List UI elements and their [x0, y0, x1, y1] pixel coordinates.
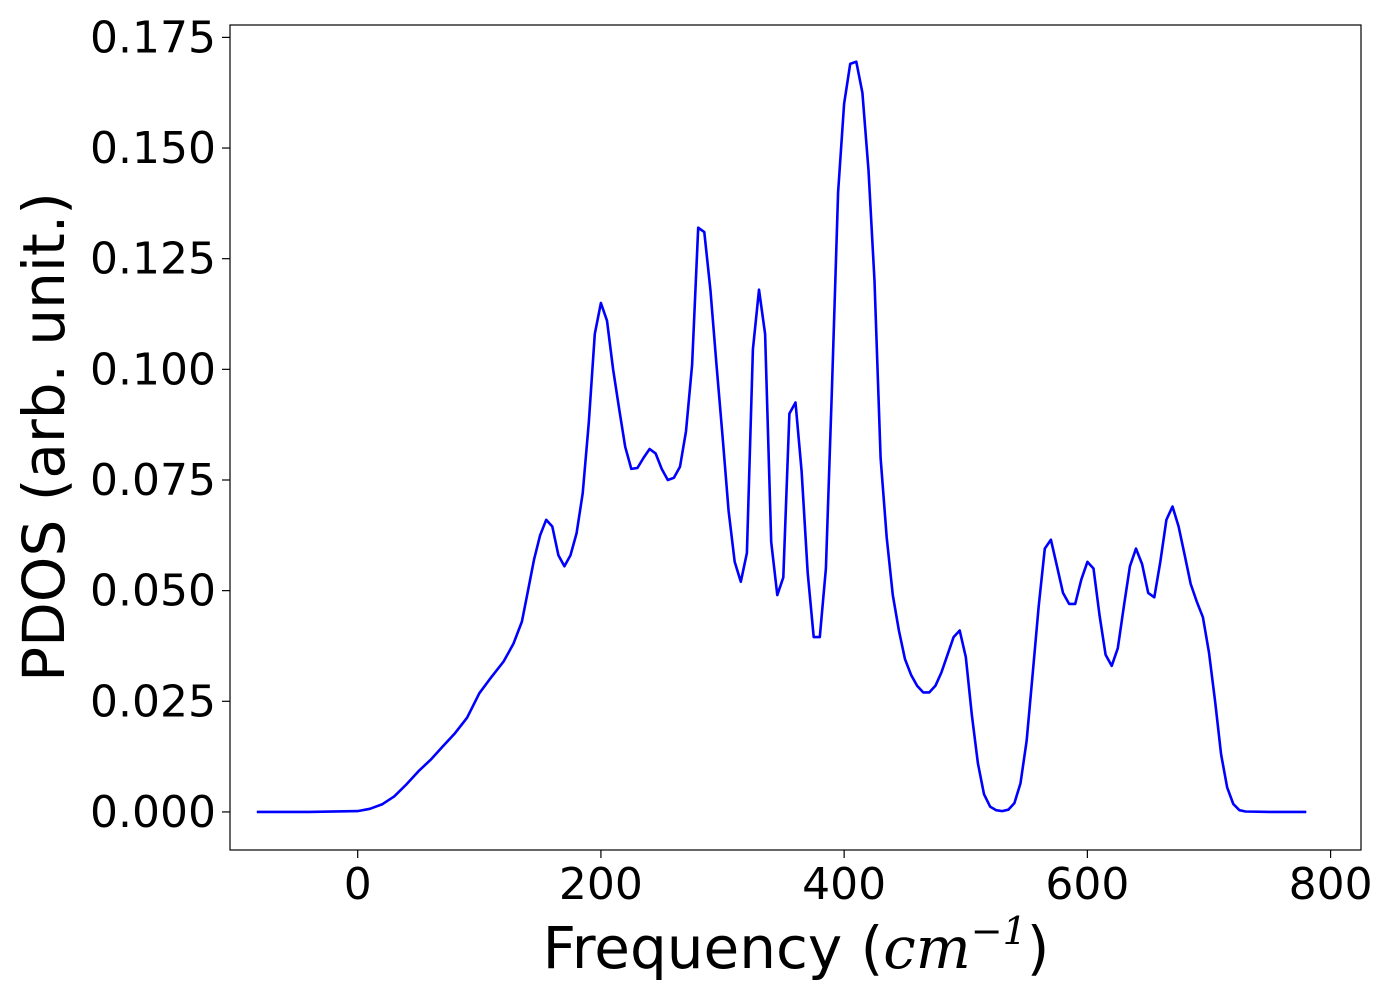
y-axis-ticks: 0.000 0.025 0.050 0.075 0.100 0.125 0.150 0.175 — [90, 12, 230, 838]
x-axis-title-exponent: −1 — [971, 909, 1027, 953]
pdos-series-line — [256, 60, 1307, 814]
y-tick-label: 0.000 — [90, 787, 216, 838]
x-axis-title: Frequency (cm−1) — [543, 909, 1050, 982]
plot-frame — [229, 24, 1362, 851]
x-axis-title-main: Frequency ( — [543, 914, 884, 982]
x-axis-title-unit: cm — [883, 914, 970, 982]
y-axis-title: PDOS (arb. unit.) — [10, 192, 78, 682]
x-tick-label: 400 — [802, 859, 886, 910]
x-tick-label: 600 — [1045, 859, 1129, 910]
x-tick-label: 200 — [559, 859, 643, 910]
plot-area — [230, 25, 1361, 850]
y-tick-label: 0.175 — [90, 12, 216, 63]
y-tick-label: 0.075 — [90, 455, 216, 506]
y-tick-label: 0.100 — [90, 344, 216, 395]
y-tick-label: 0.050 — [90, 566, 216, 617]
y-tick-label: 0.125 — [90, 234, 216, 285]
y-tick-label: 0.150 — [90, 123, 216, 174]
x-axis-title-close: ) — [1027, 914, 1050, 982]
x-tick-label: 800 — [1289, 859, 1373, 910]
x-axis-ticks: 0 200 400 600 800 — [344, 850, 1373, 910]
x-tick-label: 0 — [344, 859, 372, 910]
y-tick-label: 0.025 — [90, 676, 216, 727]
